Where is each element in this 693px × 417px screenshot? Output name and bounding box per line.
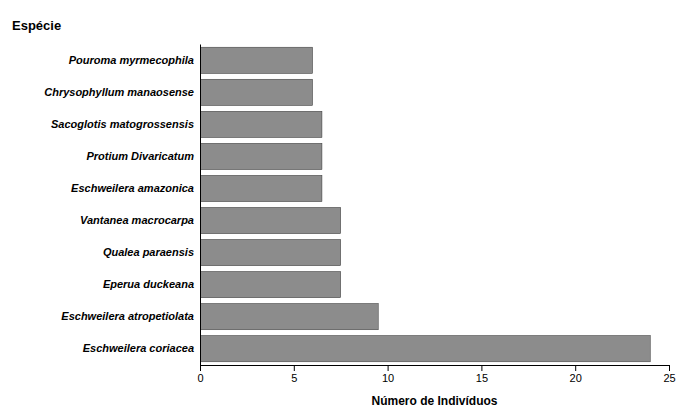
- x-tick-mark: [294, 365, 295, 371]
- y-tick-label: Pouroma myrmecophila: [69, 54, 194, 66]
- y-tick-label: Vantanea macrocarpa: [80, 214, 194, 226]
- y-tick: Vantanea macrocarpa: [80, 214, 194, 226]
- x-tick: 10: [382, 365, 394, 384]
- y-tick: Sacoglotis matogrossensis: [51, 118, 194, 130]
- x-axis-title: Número de Indivíduos: [371, 394, 497, 408]
- y-tick: Eschweilera amazonica: [71, 182, 194, 194]
- x-tick-label: 20: [570, 372, 582, 384]
- bars: [200, 47, 650, 362]
- bar: [200, 111, 322, 137]
- x-tick-mark: [481, 365, 482, 371]
- x-tick-label: 25: [663, 372, 675, 384]
- y-tick-label: Eperua duckeana: [103, 278, 194, 290]
- plot: 0510152025Eschweilera coriaceaEschweiler…: [44, 45, 675, 409]
- bar: [200, 336, 650, 362]
- y-tick-label: Protium Divaricatum: [86, 150, 194, 162]
- y-axis: Eschweilera coriacea Eschweilera atropeti…: [44, 45, 200, 366]
- y-tick: Eperua duckeana: [103, 278, 194, 290]
- x-tick: 5: [291, 365, 297, 384]
- y-tick-label: Eschweilera atropetiolata: [61, 310, 194, 322]
- y-tick: Qualea paraensis: [103, 246, 194, 258]
- y-tick: Eschweilera coriacea: [83, 342, 194, 354]
- x-tick-mark: [200, 365, 201, 371]
- bar: [200, 271, 341, 297]
- x-tick: 25: [663, 365, 675, 384]
- bar: [200, 143, 322, 169]
- x-tick: 15: [476, 365, 488, 384]
- y-tick-label: Qualea paraensis: [103, 246, 194, 258]
- x-tick: 0: [197, 365, 203, 384]
- x-tick-label: 5: [291, 372, 297, 384]
- y-tick: Eschweilera atropetiolata: [61, 310, 194, 322]
- chart: 0510152025Eschweilera coriaceaEschweiler…: [0, 0, 693, 417]
- x-tick-mark: [575, 365, 576, 371]
- bar: [200, 239, 341, 265]
- x-axis: 0 5 10 15 20 25: [197, 365, 675, 384]
- x-tick-mark: [669, 365, 670, 371]
- y-axis-title: Espécie: [12, 18, 61, 33]
- y-tick-label: Chrysophyllum manaosense: [44, 86, 194, 98]
- y-tick: Chrysophyllum manaosense: [44, 86, 194, 98]
- y-tick-label: Eschweilera amazonica: [71, 182, 194, 194]
- y-tick: Pouroma myrmecophila: [69, 54, 194, 66]
- x-tick-label: 0: [197, 372, 203, 384]
- y-tick-label: Sacoglotis matogrossensis: [51, 118, 194, 130]
- x-tick: 20: [570, 365, 582, 384]
- x-tick-mark: [388, 365, 389, 371]
- x-axis-line: [201, 366, 670, 372]
- y-axis-line: [200, 45, 201, 366]
- x-tick-label: 10: [382, 372, 394, 384]
- y-tick-label: Eschweilera coriacea: [83, 342, 194, 354]
- bar: [200, 207, 341, 233]
- bar: [200, 303, 378, 329]
- x-tick-label: 15: [476, 372, 488, 384]
- bar: [200, 79, 313, 105]
- bar: [200, 47, 313, 73]
- y-tick: Protium Divaricatum: [86, 150, 194, 162]
- bar: [200, 175, 322, 201]
